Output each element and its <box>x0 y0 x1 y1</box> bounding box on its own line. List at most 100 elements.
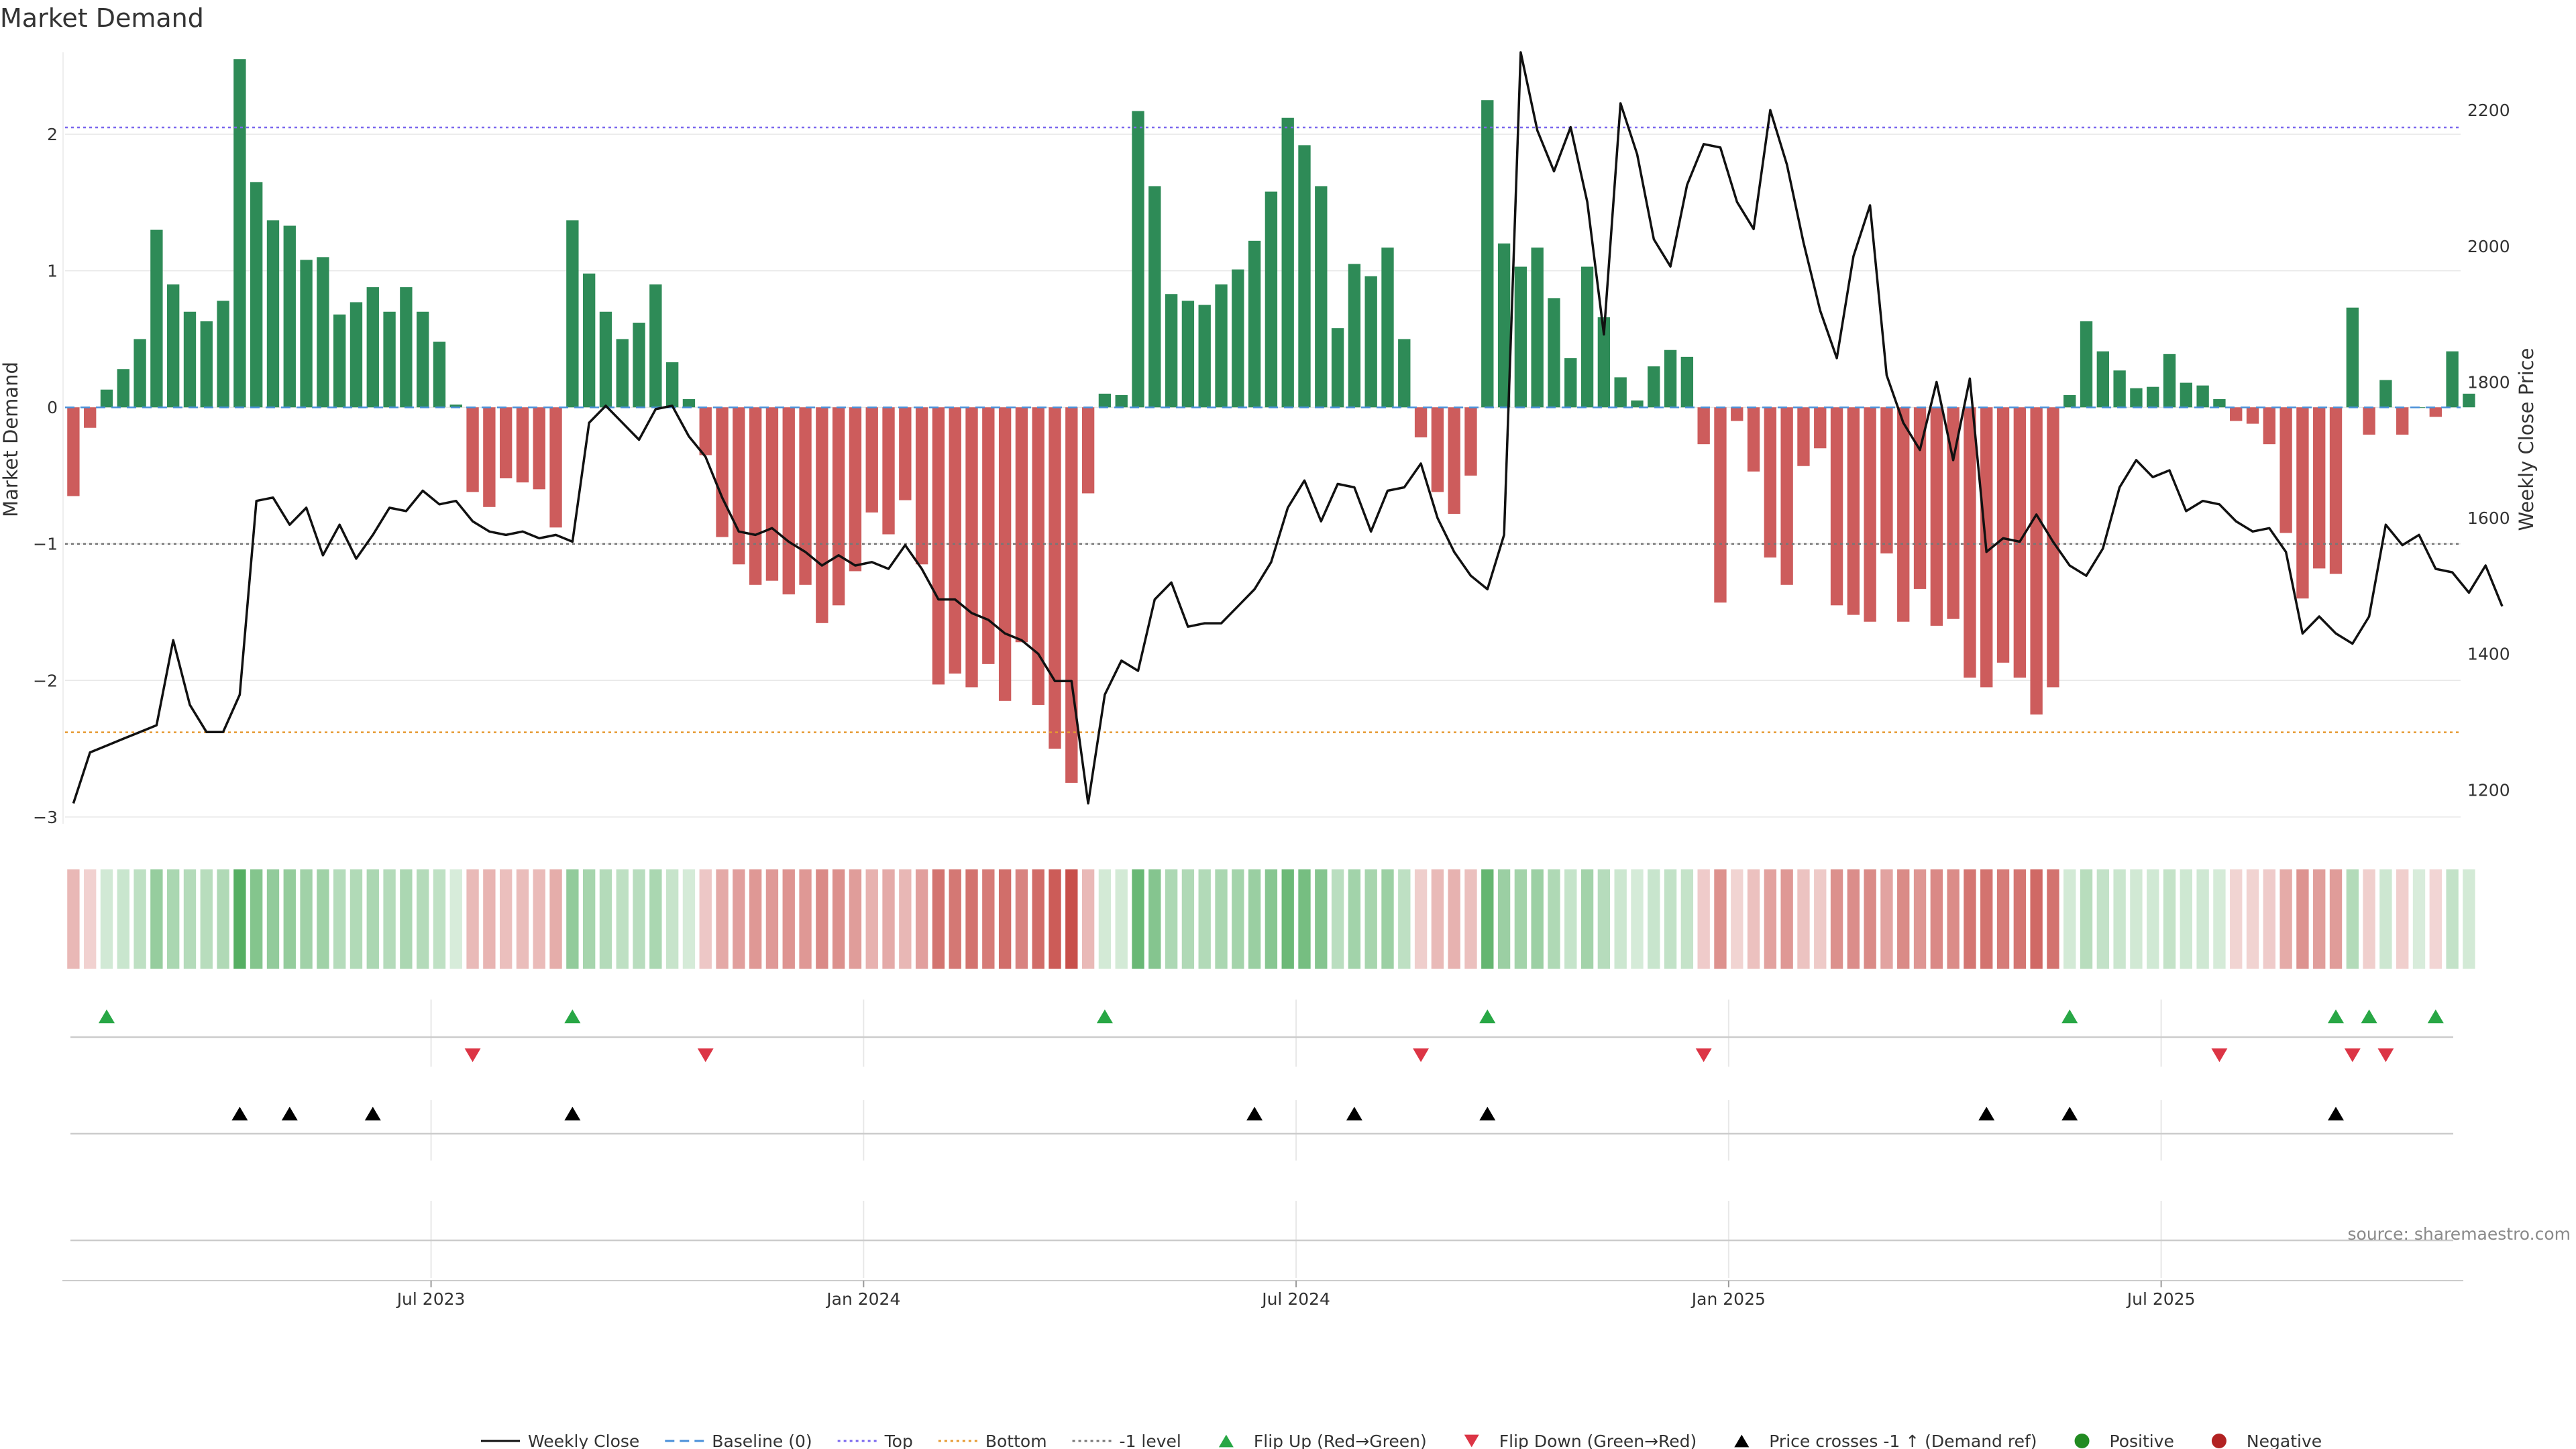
legend-label: Weekly Close <box>528 1432 639 1449</box>
demand-bar <box>2113 370 2126 408</box>
demand-bar <box>865 407 878 513</box>
heat-cell <box>250 869 263 969</box>
demand-bar <box>1414 407 1428 437</box>
demand-bar <box>1032 407 1044 705</box>
demand-bars <box>67 59 2475 783</box>
heat-cell <box>1497 869 1511 969</box>
demand-bar <box>1065 407 1078 783</box>
heat-cell <box>1564 869 1577 969</box>
heat-cell <box>2379 869 2392 969</box>
demand-bar <box>350 302 363 408</box>
heat-cell <box>2113 869 2126 969</box>
demand-bar <box>982 407 995 664</box>
demand-bar <box>1531 248 1544 408</box>
demand-bar <box>67 407 80 496</box>
heat-cell <box>2196 869 2209 969</box>
demand-bar <box>366 287 379 408</box>
heat-cell <box>616 869 629 969</box>
demand-bar <box>816 407 828 623</box>
flip-up-marker <box>98 1009 115 1024</box>
heat-cell <box>433 869 446 969</box>
x-tick-label: Jan 2024 <box>825 1289 900 1309</box>
flip-down-marker <box>464 1048 481 1063</box>
heat-cell <box>1548 869 1560 969</box>
demand-bar <box>716 407 729 537</box>
legend-label: Top <box>884 1432 913 1449</box>
y-tick-label: −2 <box>33 671 58 690</box>
demand-bar <box>1814 407 1827 449</box>
heat-cell <box>599 869 612 969</box>
demand-bar <box>699 407 712 455</box>
heat-cell <box>1065 869 1078 969</box>
heat-cell <box>266 869 280 969</box>
demand-bar <box>1298 145 1311 408</box>
demand-bar <box>2246 407 2259 424</box>
demand-bar <box>1780 407 1793 585</box>
demand-bar <box>582 273 596 408</box>
legend-swatch-triangle-up <box>1218 1434 1234 1448</box>
heat-cell <box>217 869 229 969</box>
heat-cell <box>84 869 97 969</box>
heat-cell <box>1098 869 1112 969</box>
heat-cell <box>1331 869 1344 969</box>
heat-cell <box>1148 869 1161 969</box>
demand-bar <box>383 311 396 408</box>
demand-bar <box>1597 317 1611 408</box>
heat-cell <box>1964 869 1976 969</box>
price-cross-marker <box>1246 1106 1263 1121</box>
flip-up-marker <box>2361 1009 2377 1024</box>
heat-cell <box>67 869 80 969</box>
demand-bar <box>2163 354 2176 408</box>
legend-label: Flip Down (Green→Red) <box>1499 1432 1697 1449</box>
y2-tick-label: 1400 <box>2467 645 2510 664</box>
heat-cell <box>2396 869 2409 969</box>
demand-bar <box>799 407 812 585</box>
heat-cell <box>1697 869 1710 969</box>
heat-cell <box>2063 869 2076 969</box>
heat-cell <box>2163 869 2176 969</box>
heat-cell <box>1315 869 1328 969</box>
heat-cell <box>1814 869 1827 969</box>
demand-bar <box>1198 305 1211 408</box>
demand-bar <box>449 405 462 408</box>
heat-cell <box>899 869 912 969</box>
y2-tick-label: 1200 <box>2467 780 2510 800</box>
price-cross-marker <box>2328 1106 2345 1121</box>
demand-bar <box>416 311 429 408</box>
legend-label: Price crosses -1 ↑ (Demand ref) <box>1769 1432 2037 1449</box>
heat-cell <box>799 869 812 969</box>
demand-bar <box>1631 400 1644 408</box>
price-cross-marker <box>231 1106 248 1121</box>
demand-bar <box>1464 407 1477 476</box>
heat-cell <box>816 869 828 969</box>
heat-cell <box>2130 869 2143 969</box>
heat-cell <box>566 869 579 969</box>
heat-cell <box>2296 869 2309 969</box>
y2-tick-label: 1800 <box>2467 372 2510 392</box>
heat-cell <box>1431 869 1444 969</box>
heat-cell <box>1115 869 1128 969</box>
legend-item: Negative <box>2211 1432 2322 1449</box>
heat-cell <box>283 869 296 969</box>
demand-bar <box>2346 307 2359 408</box>
heat-cell <box>1132 869 1144 969</box>
demand-bar <box>1913 407 1927 589</box>
legend-item: Weekly Close <box>481 1432 639 1449</box>
heat-cell <box>1049 869 1061 969</box>
heat-cell <box>1714 869 1727 969</box>
reference-levels <box>65 126 2461 733</box>
heat-cell <box>1947 869 1960 969</box>
demand-bar <box>1714 407 1727 603</box>
demand-bar <box>167 284 180 408</box>
heat-cell <box>2412 869 2426 969</box>
heat-cell <box>400 869 413 969</box>
demand-bar <box>2096 351 2110 408</box>
heat-cell <box>1614 869 1627 969</box>
legend-swatch-dot <box>2074 1434 2090 1448</box>
heat-cell <box>1448 869 1460 969</box>
flip-up-marker <box>2061 1009 2078 1024</box>
flip-down-marker <box>2377 1048 2394 1063</box>
demand-bar <box>516 407 529 483</box>
heat-cell <box>1597 869 1611 969</box>
demand-heat-strip <box>67 869 2475 969</box>
